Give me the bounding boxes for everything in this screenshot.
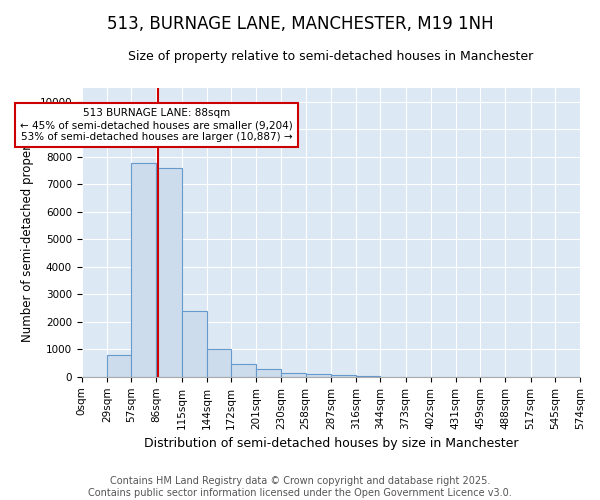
Text: 513, BURNAGE LANE, MANCHESTER, M19 1NH: 513, BURNAGE LANE, MANCHESTER, M19 1NH xyxy=(107,15,493,33)
X-axis label: Distribution of semi-detached houses by size in Manchester: Distribution of semi-detached houses by … xyxy=(143,437,518,450)
Text: 513 BURNAGE LANE: 88sqm
← 45% of semi-detached houses are smaller (9,204)
53% of: 513 BURNAGE LANE: 88sqm ← 45% of semi-de… xyxy=(20,108,293,142)
Bar xyxy=(131,164,157,377)
Bar xyxy=(182,312,207,377)
Bar xyxy=(231,364,256,377)
Title: Size of property relative to semi-detached houses in Manchester: Size of property relative to semi-detach… xyxy=(128,50,533,63)
Bar xyxy=(107,355,131,377)
Y-axis label: Number of semi-detached properties: Number of semi-detached properties xyxy=(21,123,34,342)
Bar xyxy=(157,168,182,377)
Bar xyxy=(256,369,281,377)
Bar xyxy=(331,376,356,377)
Bar xyxy=(207,350,231,377)
Bar xyxy=(281,373,305,377)
Bar xyxy=(356,376,380,377)
Bar xyxy=(305,374,331,377)
Text: Contains HM Land Registry data © Crown copyright and database right 2025.
Contai: Contains HM Land Registry data © Crown c… xyxy=(88,476,512,498)
